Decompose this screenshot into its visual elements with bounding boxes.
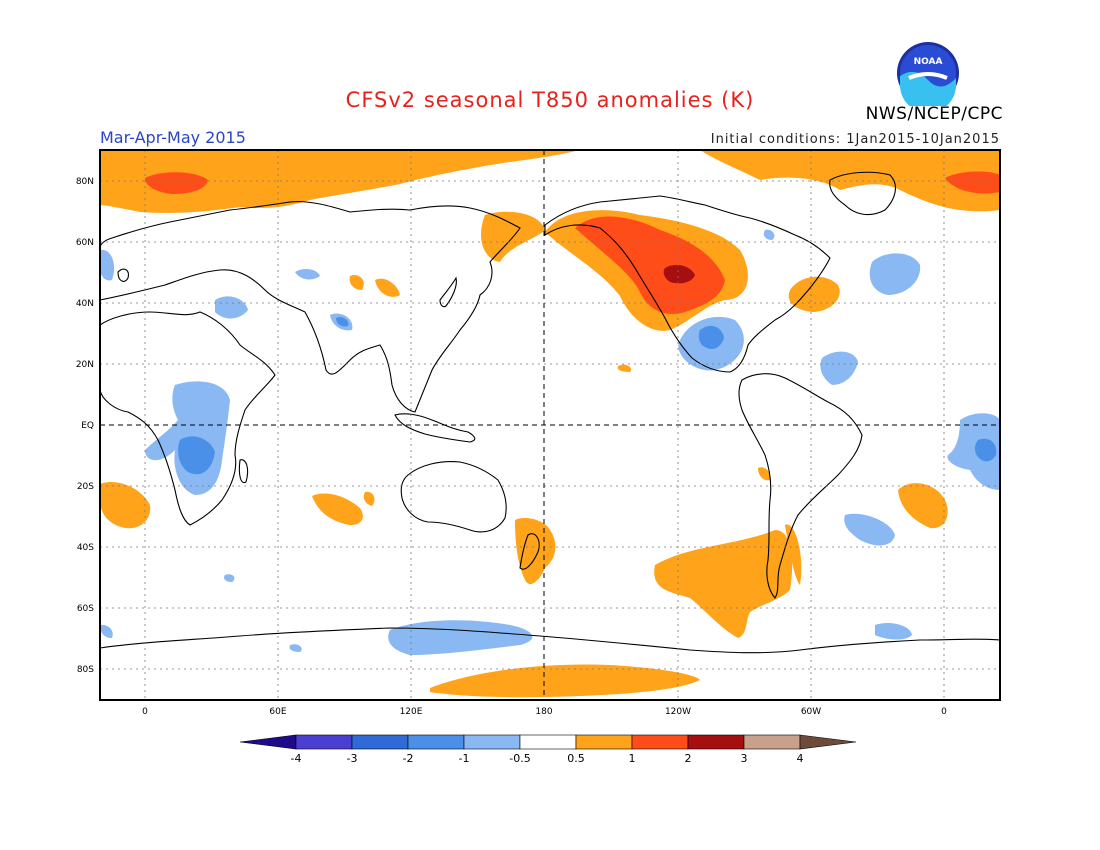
madagascar-warm <box>758 467 771 481</box>
season-label: Mar-Apr-May 2015 <box>100 128 246 147</box>
greenland-outline <box>829 171 896 216</box>
noaa-logo-icon: NOAA <box>895 40 961 113</box>
lat-label: 40S <box>77 543 94 553</box>
uk-outline <box>117 268 129 282</box>
colorbar-swatches <box>239 734 857 750</box>
russia-cool <box>295 269 320 280</box>
latitude-labels: 80N 60N 40N 20N EQ 20S 40S 60S 80S <box>76 177 94 675</box>
small-warm-2 <box>349 274 364 290</box>
colorbar-label: 1 <box>629 752 636 765</box>
europe-cool <box>100 249 115 281</box>
barents-warm-core <box>145 172 208 194</box>
eurasia-outline <box>99 201 521 413</box>
small-warm-1 <box>375 278 400 297</box>
north-atlantic-cool <box>869 253 921 295</box>
lat-label: 40N <box>76 299 94 309</box>
southern-ocean-cool-east <box>875 623 912 640</box>
agency-label: NWS/NCEP/CPC <box>865 104 1003 124</box>
chart-title: CFSv2 seasonal T850 anomalies (K) <box>345 88 755 112</box>
colorbar-label: 0.5 <box>567 752 585 765</box>
africa-cool-core <box>178 436 215 475</box>
africa-outline <box>99 311 276 526</box>
lon-label: 0 <box>142 707 148 717</box>
colorbar-label: -3 <box>347 752 358 765</box>
southern-ocean-cool-west <box>100 624 113 638</box>
south-america-outline <box>738 373 863 599</box>
colorbar: -4 -3 -2 -1 -0.5 0.5 1 2 3 4 <box>239 734 857 765</box>
tropical-atlantic-cool <box>820 351 858 385</box>
lon-label: 120E <box>400 707 423 717</box>
colorbar-label: 3 <box>741 752 748 765</box>
arabia-cool <box>215 296 248 319</box>
colorbar-swatch <box>575 734 633 750</box>
logo-text: NOAA <box>914 57 943 67</box>
colorbar-swatch <box>351 734 409 750</box>
colorbar-swatch <box>407 734 465 750</box>
indonesia-outline <box>394 413 476 443</box>
nz-warm <box>515 518 556 585</box>
mexico-cool-core <box>698 325 724 350</box>
indian-ocean-east-cool <box>947 413 1000 490</box>
arctic-east-warm-core <box>945 171 1000 194</box>
south-indian-warm-small <box>363 491 375 506</box>
lat-label: 20S <box>77 482 94 492</box>
lat-label: 20N <box>76 360 94 370</box>
se-pacific-warm <box>654 530 793 638</box>
moderate-cool-anomaly-layer <box>178 317 997 475</box>
lon-label: 60W <box>801 707 821 717</box>
japan-outline <box>439 276 457 308</box>
new-zealand-outline <box>519 533 540 570</box>
map-frame <box>99 149 1001 701</box>
lat-label: 80S <box>77 665 94 675</box>
lon-label: 180 <box>535 707 552 717</box>
colorbar-label: -0.5 <box>509 752 530 765</box>
se-atlantic-warm <box>100 482 151 529</box>
central-pacific-warm <box>617 364 632 372</box>
colorbar-swatch <box>463 734 521 750</box>
lon-label: 0 <box>941 707 947 717</box>
colorbar-swatch <box>687 734 745 750</box>
south-atlantic-warm <box>898 483 948 529</box>
arctic-warm-band <box>100 150 1000 213</box>
longitude-labels: 0 60E 120E 180 120W 60W 0 <box>142 707 947 717</box>
south-america-cool-small <box>223 574 235 582</box>
lon-label: 60E <box>269 707 286 717</box>
asia-cool-core <box>336 317 349 327</box>
west-na-warm-core <box>575 216 725 314</box>
indian-ocean-cool-core <box>974 438 997 462</box>
antarctica-outline <box>99 627 1001 654</box>
antarctic-warm <box>430 664 700 698</box>
canada-cool <box>763 229 775 240</box>
colorbar-swatch <box>295 734 353 750</box>
colorbar-labels: -4 -3 -2 -1 -0.5 0.5 1 2 3 4 <box>291 752 804 765</box>
lat-label: 60N <box>76 238 94 248</box>
equator-and-dateline <box>100 150 1000 700</box>
strong-warm-anomaly-layer <box>145 171 1000 314</box>
south-atlantic-cool <box>844 513 895 546</box>
initial-conditions-label: Initial conditions: 1Jan2015-10Jan2015 <box>710 132 1000 147</box>
lat-label: 80N <box>76 177 94 187</box>
south-indian-warm <box>312 493 363 526</box>
graticule <box>100 150 1000 700</box>
madagascar-outline <box>238 459 249 484</box>
colorbar-label: 4 <box>797 752 804 765</box>
very-strong-warm-anomaly-layer <box>663 264 695 284</box>
colorbar-swatch <box>519 734 577 750</box>
west-na-peak <box>663 264 695 284</box>
colorbar-arrow-low <box>239 734 297 750</box>
colorbar-swatch <box>631 734 689 750</box>
lat-label: 60S <box>77 604 94 614</box>
antarctic-cool-small <box>289 644 302 652</box>
chile-warm <box>785 524 802 585</box>
colorbar-arrow-high <box>799 734 857 750</box>
colorbar-label: -1 <box>459 752 470 765</box>
colorbar-swatch <box>743 734 801 750</box>
colorbar-label: -2 <box>403 752 414 765</box>
lat-label: EQ <box>81 421 94 431</box>
colorbar-label: 2 <box>685 752 692 765</box>
australia-outline <box>400 461 507 533</box>
lon-label: 120W <box>665 707 691 717</box>
colorbar-label: -4 <box>291 752 302 765</box>
